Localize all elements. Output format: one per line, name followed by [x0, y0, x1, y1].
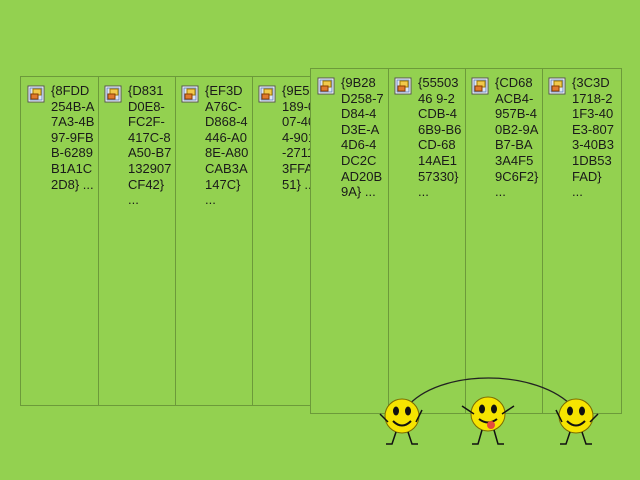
item-column[interactable]: {3C3D1718-21F3-40E3-8073-40B31DB53FAD} .…: [542, 69, 621, 413]
item-column[interactable]: {9B28D258-7D84-4D3E-A4D6-4DC2CAD20B9A} .…: [311, 69, 389, 413]
file-shortcut-icon: [27, 85, 45, 103]
file-shortcut-icon: [181, 85, 199, 103]
file-shortcut-icon: [258, 85, 276, 103]
file-shortcut-icon: [317, 77, 335, 95]
item-guid-text: {EF3DA76C-D868-4446-A08E-A80CAB3A147C} .…: [205, 83, 249, 208]
panel-front: {9B28D258-7D84-4D3E-A4D6-4DC2CAD20B9A} .…: [310, 68, 622, 414]
file-shortcut-icon: [104, 85, 122, 103]
file-shortcut-icon: [471, 77, 489, 95]
item-column[interactable]: {CD68ACB4-957B-40B2-9AB7-BA3A4F59C6F2} .…: [465, 69, 543, 413]
item-guid-text: {CD68ACB4-957B-40B2-9AB7-BA3A4F59C6F2} .…: [495, 75, 539, 200]
item-guid-text: {8FDD254B-A7A3-4B97-9FBB-6289B1A1C2D8} .…: [51, 83, 95, 192]
item-guid-text: {D831D0E8-FC2F-417C-8A50-B7132907CF42} .…: [128, 83, 172, 208]
item-guid-text: {9B28D258-7D84-4D3E-A4D6-4DC2CAD20B9A} .…: [341, 75, 384, 200]
item-guid-text: {3C3D1718-21F3-40E3-8073-40B31DB53FAD} .…: [572, 75, 614, 200]
item-column[interactable]: {8FDD254B-A7A3-4B97-9FBB-6289B1A1C2D8} .…: [21, 77, 99, 405]
file-shortcut-icon: [394, 77, 412, 95]
jump-rope: [405, 377, 575, 409]
item-column[interactable]: {EF3DA76C-D868-4446-A08E-A80CAB3A147C} .…: [175, 77, 253, 405]
file-shortcut-icon: [548, 77, 566, 95]
smiley-face-icon: [555, 398, 599, 445]
item-column[interactable]: {5550346 9-2CDB-46B9-B6CD-6814AE157330} …: [388, 69, 466, 413]
smiley-face-tongue-icon: [461, 396, 515, 445]
smileys-decoration: [379, 377, 599, 445]
item-column[interactable]: {D831D0E8-FC2F-417C-8A50-B7132907CF42} .…: [98, 77, 176, 405]
item-guid-text: {5550346 9-2CDB-46B9-B6CD-6814AE157330} …: [418, 75, 462, 200]
smiley-face-icon: [379, 398, 423, 445]
panel-back: {8FDD254B-A7A3-4B97-9FBB-6289B1A1C2D8} .…: [20, 76, 332, 406]
